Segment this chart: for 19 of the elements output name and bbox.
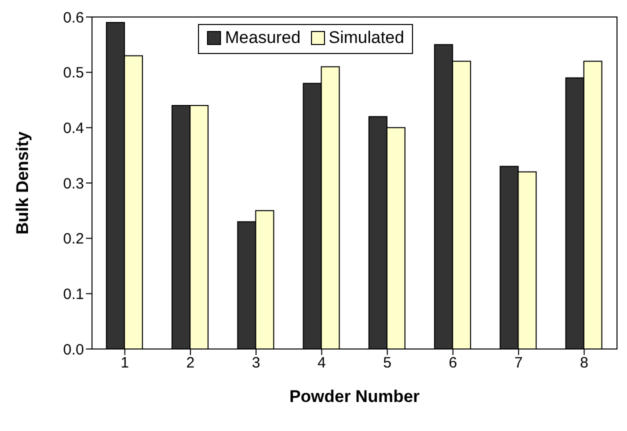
- y-tick-label: 0.6: [63, 9, 84, 26]
- x-tick-label: 5: [383, 354, 392, 372]
- y-tick-label: 0.5: [63, 64, 84, 82]
- legend-label: Simulated: [328, 27, 404, 49]
- y-tick-label: 0.2: [63, 230, 84, 248]
- y-tick-label: 0.0: [63, 341, 84, 358]
- x-tick-label: 4: [318, 354, 326, 372]
- y-tick-label: 0.1: [63, 286, 84, 303]
- x-axis-title: Powder Number: [289, 387, 420, 406]
- x-tick-label: 1: [120, 354, 129, 372]
- x-tick-label: 8: [580, 354, 588, 372]
- y-tick-label: 0.4: [63, 120, 84, 137]
- x-tick-label: 2: [186, 354, 195, 372]
- y-axis-title: Bulk Density: [13, 130, 32, 234]
- x-tick-label: 7: [514, 354, 523, 372]
- y-tick-label: 0.3: [63, 175, 84, 192]
- legend-label: Measured: [224, 27, 301, 49]
- x-tick-label: 3: [252, 354, 260, 372]
- x-tick-label: 6: [448, 354, 458, 372]
